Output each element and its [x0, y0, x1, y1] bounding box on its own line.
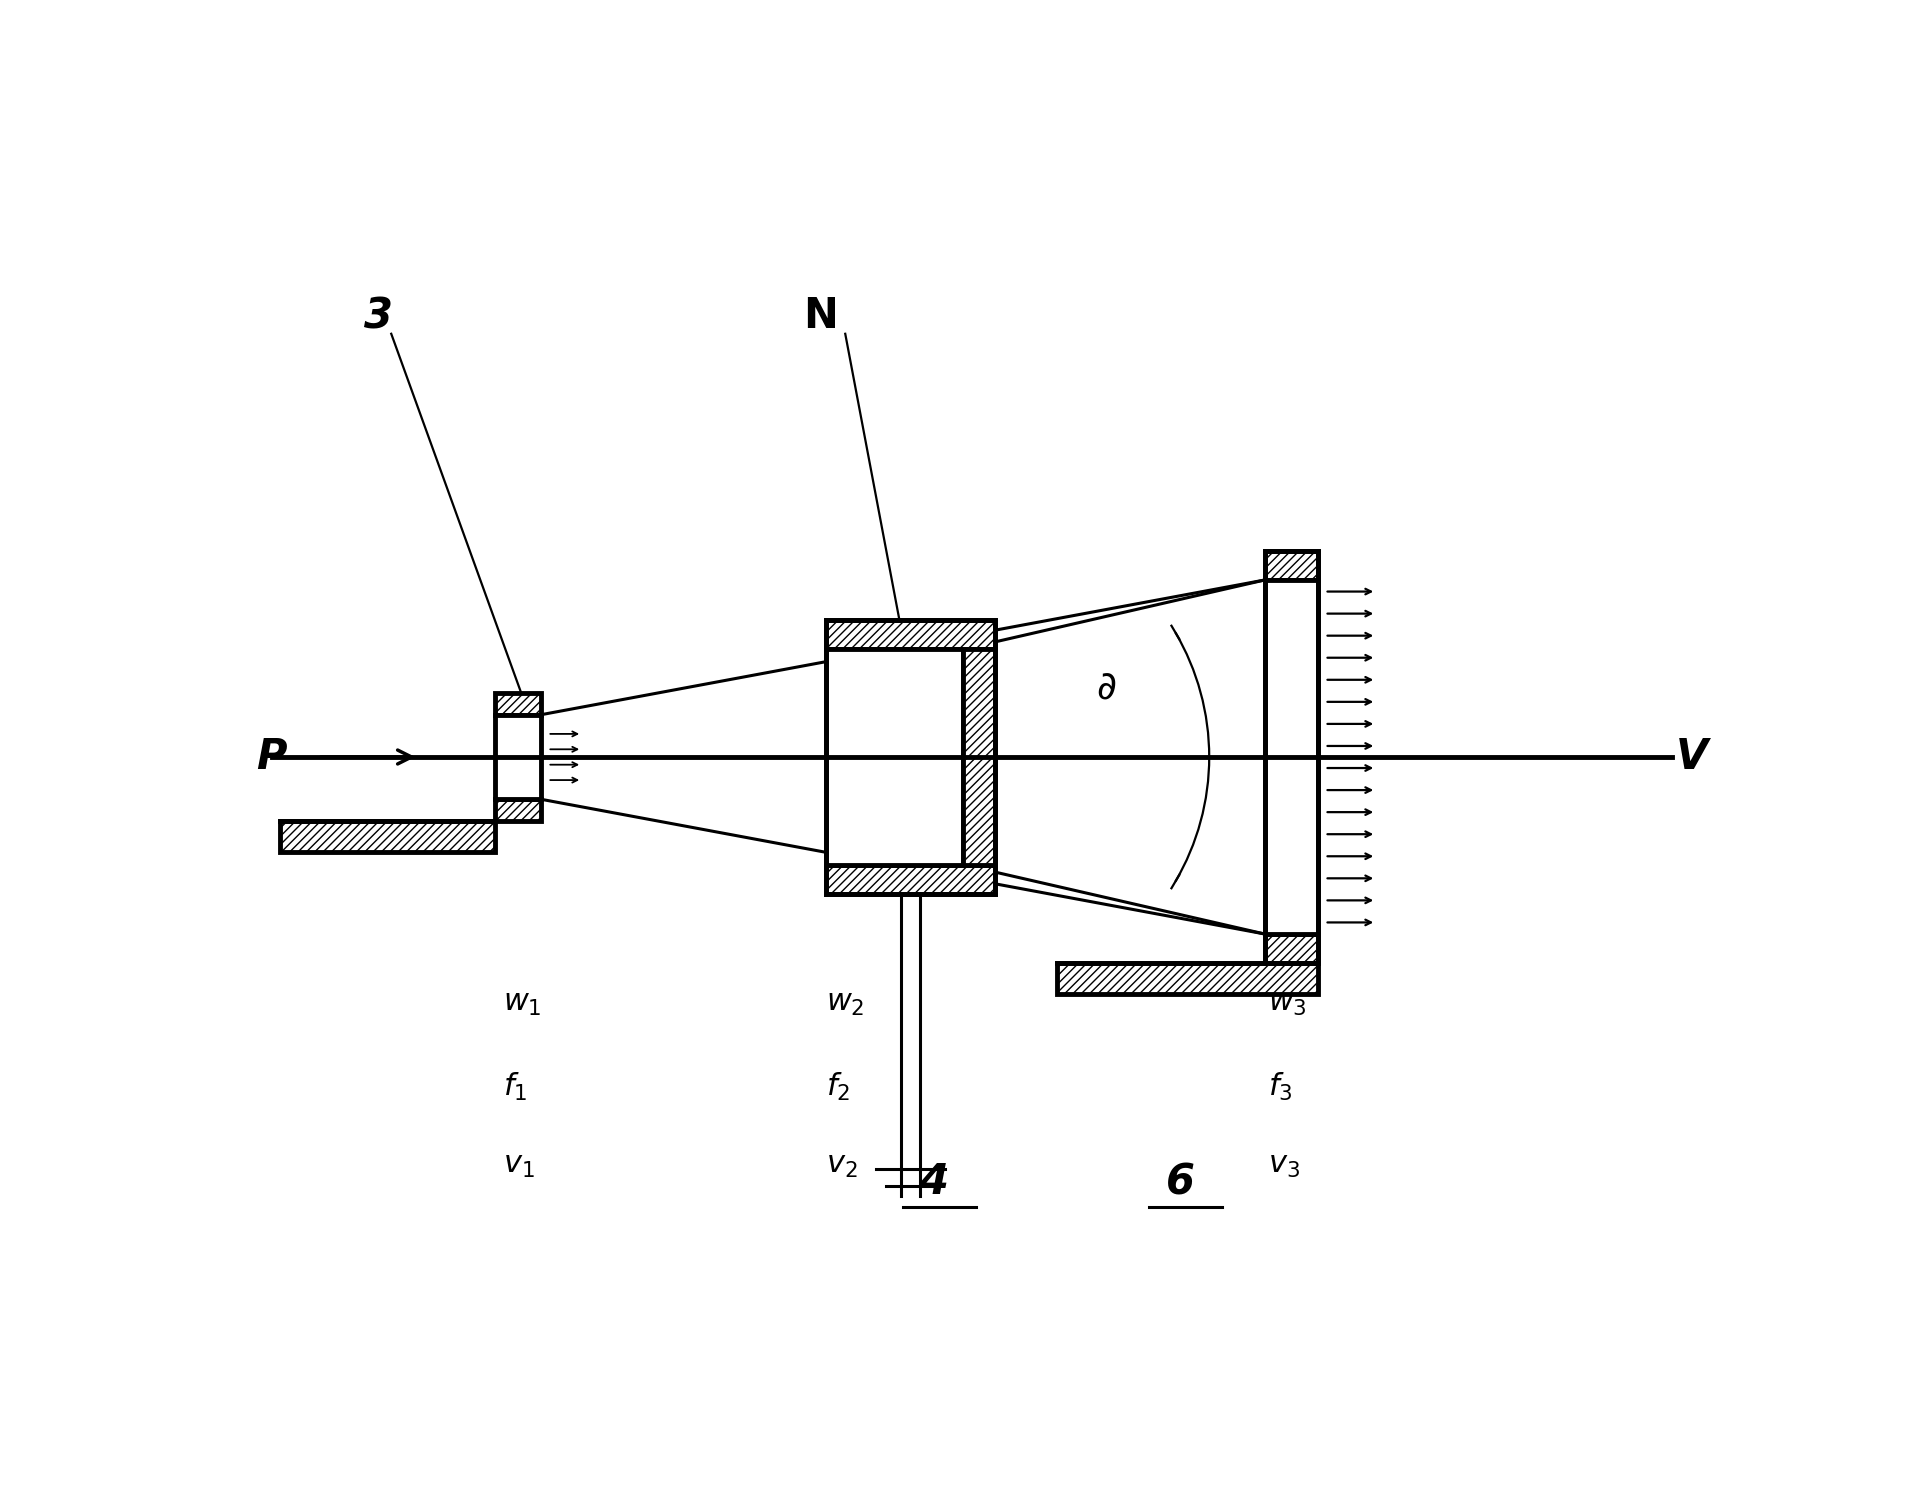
- Bar: [964, 649, 996, 865]
- Bar: [495, 799, 541, 821]
- Text: $w_1$: $w_1$: [503, 989, 541, 1018]
- Bar: [826, 649, 996, 865]
- Bar: [1264, 550, 1319, 580]
- Text: $f_1$: $f_1$: [503, 1070, 528, 1103]
- Text: N: N: [803, 295, 837, 337]
- Bar: [1264, 550, 1319, 964]
- Text: $f_3$: $f_3$: [1268, 1070, 1293, 1103]
- Bar: [964, 649, 996, 865]
- Text: $w_3$: $w_3$: [1268, 989, 1308, 1018]
- Bar: [279, 821, 495, 851]
- Bar: [826, 621, 996, 893]
- Text: $w_2$: $w_2$: [826, 989, 864, 1018]
- Bar: [495, 693, 541, 715]
- Text: 3: 3: [365, 295, 394, 337]
- Text: 6: 6: [1166, 1162, 1195, 1204]
- Text: $v_3$: $v_3$: [1268, 1151, 1300, 1180]
- Text: V: V: [1677, 736, 1709, 778]
- Text: $\partial$: $\partial$: [1096, 669, 1117, 706]
- Bar: [1057, 964, 1319, 994]
- Bar: [826, 865, 996, 893]
- Bar: [1264, 580, 1319, 934]
- Bar: [826, 621, 996, 649]
- Bar: [495, 715, 541, 799]
- Text: 4: 4: [920, 1162, 948, 1204]
- Text: $v_1$: $v_1$: [503, 1151, 535, 1180]
- Text: $f_2$: $f_2$: [826, 1070, 851, 1103]
- Text: $v_2$: $v_2$: [826, 1151, 858, 1180]
- Bar: [1264, 934, 1319, 964]
- Text: P: P: [256, 736, 287, 778]
